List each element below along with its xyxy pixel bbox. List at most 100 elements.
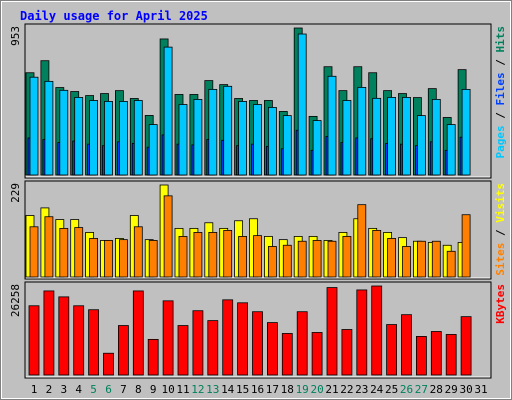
bar <box>326 287 338 376</box>
bar <box>28 305 40 376</box>
bar <box>193 99 203 176</box>
bar <box>162 300 174 376</box>
x-tick-label: 24 <box>370 383 384 396</box>
x-tick-label: 10 <box>161 383 174 396</box>
bar <box>238 236 248 278</box>
bar <box>163 195 173 278</box>
bar <box>133 226 143 278</box>
bar <box>223 85 233 176</box>
legend-entry: KBytes <box>494 284 507 324</box>
bar <box>208 88 218 176</box>
chart-title: Daily usage for April 2025 <box>20 9 208 23</box>
bar <box>371 285 383 376</box>
bar <box>193 232 203 278</box>
x-tick-label: 19 <box>296 383 309 396</box>
bar <box>237 302 249 376</box>
bar <box>342 100 352 176</box>
bar <box>387 97 397 176</box>
bar <box>372 97 382 176</box>
bar <box>104 240 113 278</box>
bar <box>104 101 113 176</box>
x-tick-label: 3 <box>60 383 67 396</box>
x-tick-label: 25 <box>385 383 398 396</box>
bar <box>119 239 128 278</box>
legend-separator: / <box>494 106 507 126</box>
x-tick-label: 27 <box>415 383 428 396</box>
x-tick-label: 14 <box>221 383 235 396</box>
bar <box>253 104 262 176</box>
x-tick-label: 15 <box>236 383 249 396</box>
bar <box>416 115 426 176</box>
bar <box>282 115 292 176</box>
bar <box>357 204 367 278</box>
x-tick-label: 12 <box>191 383 204 396</box>
bar <box>372 229 382 278</box>
bar <box>267 107 277 176</box>
legend-separator: / <box>494 53 507 73</box>
bar <box>281 333 293 376</box>
bar <box>461 88 471 176</box>
bar <box>207 320 219 376</box>
bar <box>88 309 99 376</box>
x-tick-label: 20 <box>310 383 323 396</box>
x-tick-label: 11 <box>176 383 189 396</box>
bar <box>119 101 128 176</box>
bar <box>178 104 188 176</box>
x-tick-label: 1 <box>31 383 38 396</box>
bar <box>59 227 69 278</box>
x-tick-label: 16 <box>251 383 264 396</box>
x-tick-label: 18 <box>281 383 294 396</box>
legend-separator: / <box>494 223 507 243</box>
bar <box>267 246 277 278</box>
x-tick-label: 9 <box>150 383 157 396</box>
bar <box>89 100 98 176</box>
bar <box>401 314 412 376</box>
x-tick-label: 26 <box>400 383 413 396</box>
bar <box>192 310 204 376</box>
bar <box>387 238 397 278</box>
bar <box>445 334 457 376</box>
legend-entry: Visits <box>494 183 507 223</box>
x-tick-label: 5 <box>90 383 97 396</box>
x-tick-label: 28 <box>430 383 443 396</box>
x-tick-label: 31 <box>474 383 487 396</box>
bar <box>74 97 84 176</box>
bar <box>44 216 54 278</box>
bar <box>297 240 307 278</box>
bar <box>431 99 441 176</box>
bar <box>446 250 456 278</box>
bar <box>416 240 426 278</box>
bar <box>223 229 233 278</box>
bar <box>177 325 189 376</box>
y-tick-label: 953 <box>9 26 22 46</box>
bar <box>266 322 278 376</box>
bar <box>74 227 84 278</box>
legend-entry: Pages <box>494 125 507 158</box>
bar <box>73 305 85 376</box>
x-tick-label: 17 <box>266 383 279 396</box>
bar <box>43 290 55 376</box>
legend-entry: Sites <box>494 243 507 276</box>
bar <box>44 80 54 176</box>
bar <box>461 214 471 278</box>
x-tick-label: 23 <box>355 383 368 396</box>
bar <box>252 311 263 376</box>
bar <box>327 240 337 278</box>
bar <box>297 33 307 176</box>
bar <box>402 97 411 176</box>
bar <box>208 232 218 278</box>
x-tick-label: 13 <box>206 383 219 396</box>
bar <box>59 89 69 176</box>
legend-entry: Files <box>494 72 507 105</box>
bar <box>178 236 188 278</box>
bar <box>58 296 70 376</box>
bar <box>311 332 323 376</box>
bar <box>118 325 129 376</box>
x-tick-label: 2 <box>46 383 53 396</box>
bar <box>342 236 352 278</box>
bar <box>312 240 322 278</box>
bar <box>133 100 143 176</box>
x-tick-label: 22 <box>340 383 353 396</box>
